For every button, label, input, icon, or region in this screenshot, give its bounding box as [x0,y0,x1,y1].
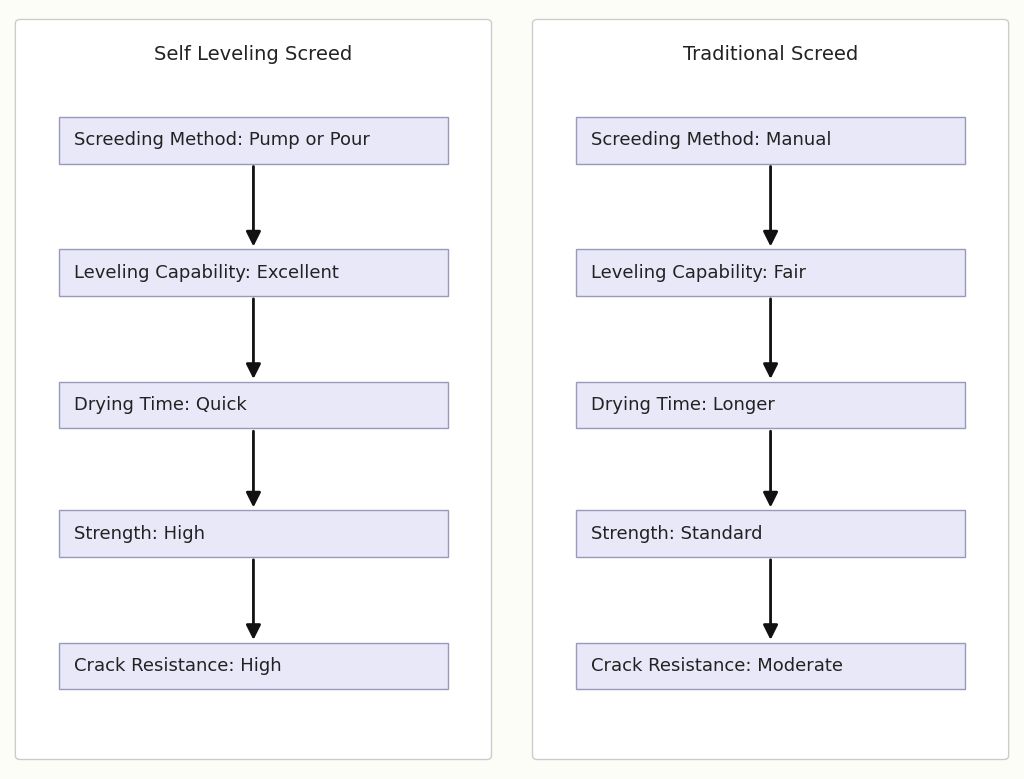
FancyBboxPatch shape [59,249,449,296]
Text: Traditional Screed: Traditional Screed [683,45,858,64]
FancyBboxPatch shape [575,117,966,164]
Text: Leveling Capability: Excellent: Leveling Capability: Excellent [75,263,339,282]
Text: Screeding Method: Pump or Pour: Screeding Method: Pump or Pour [75,131,370,150]
FancyBboxPatch shape [59,117,449,164]
Text: Strength: High: Strength: High [75,524,205,543]
Text: Crack Resistance: Moderate: Crack Resistance: Moderate [592,657,844,675]
Text: Strength: Standard: Strength: Standard [592,524,763,543]
FancyBboxPatch shape [575,510,966,557]
Text: Leveling Capability: Fair: Leveling Capability: Fair [592,263,806,282]
FancyBboxPatch shape [15,19,492,760]
Text: Self Leveling Screed: Self Leveling Screed [155,45,352,64]
Text: Drying Time: Quick: Drying Time: Quick [75,396,247,414]
Text: Crack Resistance: High: Crack Resistance: High [75,657,282,675]
FancyBboxPatch shape [59,510,449,557]
Text: Drying Time: Longer: Drying Time: Longer [592,396,775,414]
FancyBboxPatch shape [575,249,966,296]
FancyBboxPatch shape [59,382,449,428]
FancyBboxPatch shape [575,382,966,428]
FancyBboxPatch shape [532,19,1009,760]
FancyBboxPatch shape [59,643,449,689]
FancyBboxPatch shape [575,643,966,689]
Text: Screeding Method: Manual: Screeding Method: Manual [592,131,831,150]
